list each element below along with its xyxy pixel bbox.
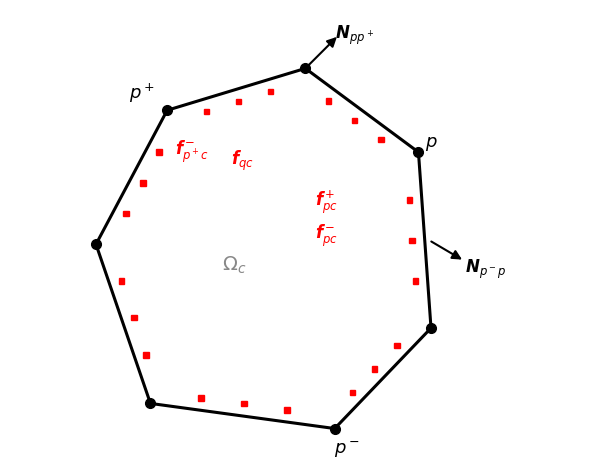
Bar	[140, 180, 146, 186]
Text: $\boldsymbol{f}_{qc}$: $\boldsymbol{f}_{qc}$	[231, 149, 254, 173]
Bar	[352, 118, 357, 123]
Bar	[372, 366, 377, 372]
Bar	[407, 197, 412, 202]
Bar	[119, 278, 125, 284]
Bar	[204, 109, 210, 114]
Bar	[378, 137, 384, 142]
Bar	[241, 401, 247, 406]
Text: $\boldsymbol{f}^+_{pc}$: $\boldsymbol{f}^+_{pc}$	[315, 188, 338, 216]
Bar	[409, 238, 415, 243]
Bar	[267, 89, 273, 94]
Text: $p$: $p$	[425, 135, 437, 153]
Bar	[394, 343, 400, 348]
Text: $p^-$: $p^-$	[334, 439, 360, 459]
Text: $\boldsymbol{f}^-_{p^+c}$: $\boldsymbol{f}^-_{p^+c}$	[175, 139, 209, 165]
Bar	[326, 98, 331, 103]
Text: $\boldsymbol{N}_{pp^+}$: $\boldsymbol{N}_{pp^+}$	[334, 24, 374, 48]
Bar	[236, 99, 241, 104]
Bar	[131, 315, 137, 320]
Bar	[350, 390, 355, 396]
Bar	[124, 211, 129, 216]
Bar	[284, 407, 290, 413]
Bar	[413, 278, 418, 284]
Text: $\Omega_c$: $\Omega_c$	[222, 255, 247, 276]
Bar	[198, 396, 204, 401]
Text: $p^+$: $p^+$	[129, 82, 155, 105]
Text: $\boldsymbol{N}_{p^-p}$: $\boldsymbol{N}_{p^-p}$	[465, 258, 505, 281]
Bar	[143, 352, 148, 358]
Bar	[156, 149, 162, 155]
Text: $\boldsymbol{f}^-_{pc}$: $\boldsymbol{f}^-_{pc}$	[315, 223, 338, 249]
